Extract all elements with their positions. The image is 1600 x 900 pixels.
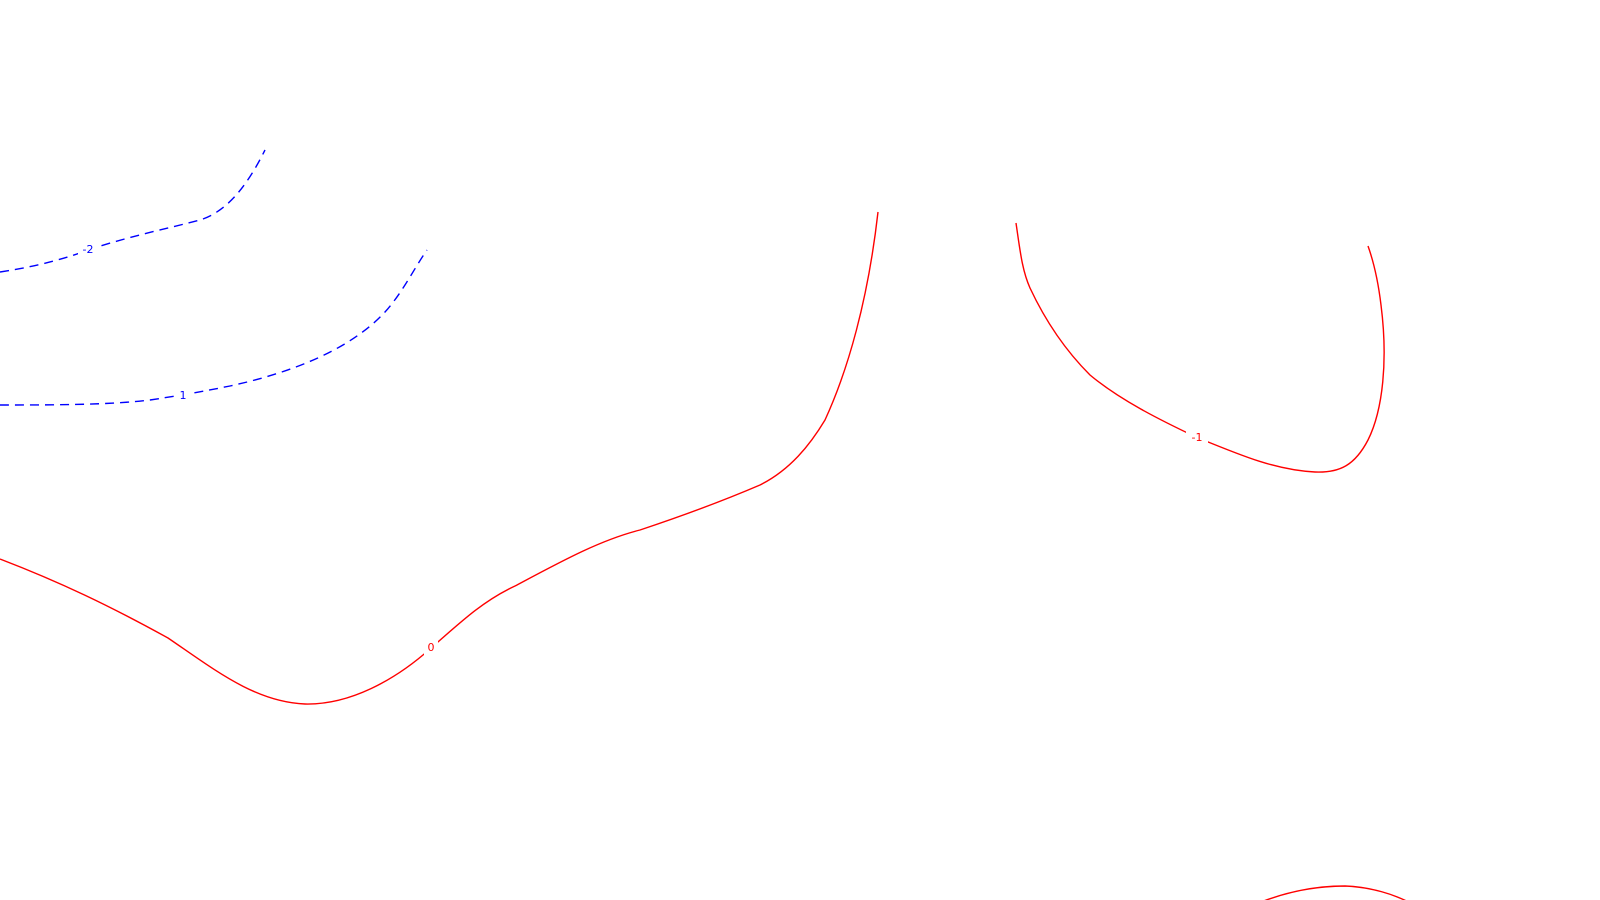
label-knockout xyxy=(78,243,98,257)
contour-line xyxy=(0,149,266,273)
contour-red-right: -1 xyxy=(1015,222,1385,473)
contour-label: 0 xyxy=(428,641,435,654)
label-knockout xyxy=(176,389,190,403)
contour-blue-upper: -2 xyxy=(0,149,266,273)
contour-label: 1 xyxy=(180,389,187,402)
label-knockout xyxy=(1186,431,1208,445)
contour-line xyxy=(1015,222,1385,473)
contour-blue-lower: 1 xyxy=(0,249,428,406)
contour-line xyxy=(0,249,428,406)
label-knockout xyxy=(424,641,438,655)
contour-red-bottom-arc xyxy=(1264,885,1406,900)
contour-label: -2 xyxy=(83,243,94,256)
contour-line xyxy=(0,211,879,705)
contour-red-zero: 0 xyxy=(0,211,879,705)
contour-line xyxy=(1264,885,1406,900)
contour-label: -1 xyxy=(1192,431,1203,444)
